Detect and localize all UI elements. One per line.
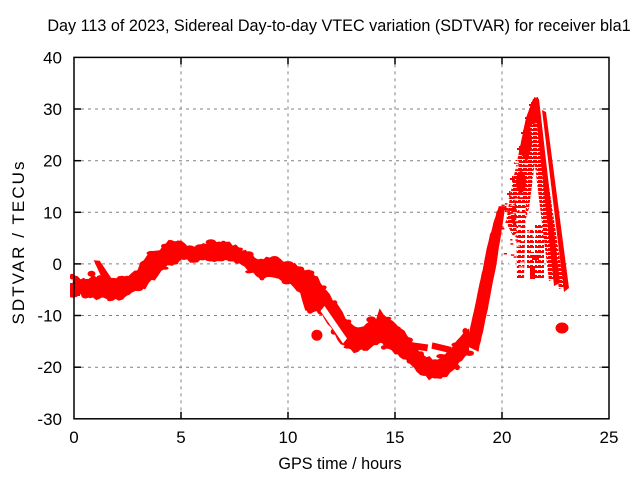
svg-text:10: 10 — [43, 203, 62, 222]
svg-text:-20: -20 — [37, 358, 62, 377]
svg-text:30: 30 — [43, 100, 62, 119]
svg-text:15: 15 — [386, 428, 405, 447]
svg-text:25: 25 — [600, 428, 619, 447]
svg-text:GPS time / hours: GPS time / hours — [278, 455, 401, 473]
svg-text:0: 0 — [69, 428, 78, 447]
svg-text:5: 5 — [176, 428, 185, 447]
svg-text:SDTVAR / TECUs: SDTVAR / TECUs — [9, 159, 28, 324]
svg-text:40: 40 — [43, 48, 62, 67]
svg-text:Day 113 of 2023, Sidereal Day-: Day 113 of 2023, Sidereal Day-to-day VTE… — [47, 17, 630, 35]
svg-text:20: 20 — [493, 428, 512, 447]
svg-text:10: 10 — [279, 428, 298, 447]
svg-text:-10: -10 — [37, 307, 62, 326]
svg-text:-30: -30 — [37, 410, 62, 429]
svg-text:20: 20 — [43, 152, 62, 171]
svg-text:0: 0 — [53, 255, 62, 274]
